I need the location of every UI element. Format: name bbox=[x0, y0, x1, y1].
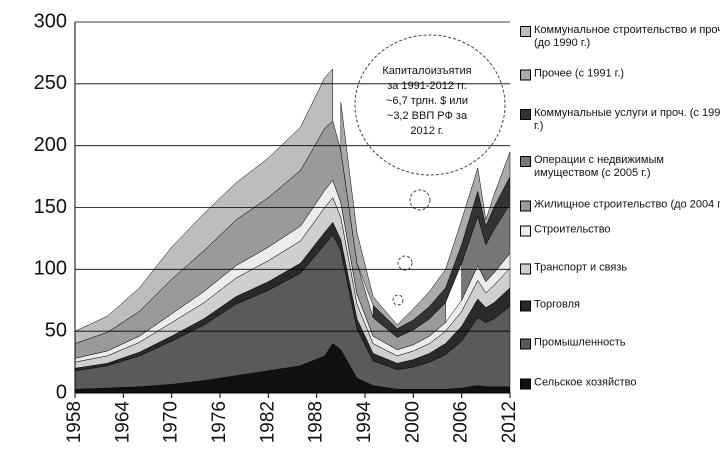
cloud bbox=[354, 34, 506, 306]
x-tick-label: 1976 bbox=[209, 401, 230, 443]
x-tick-label: 2000 bbox=[402, 401, 423, 443]
y-tick-label: 100 bbox=[34, 258, 67, 280]
legend-swatch bbox=[520, 200, 531, 212]
y-tick-label: 0 bbox=[56, 381, 67, 403]
legend-item: Жилищное строительство (до 2004 г.) bbox=[520, 199, 720, 212]
annotation-line: Капиталоизъятия bbox=[382, 65, 472, 77]
legend-swatch bbox=[520, 300, 531, 312]
x-tick-label: 1958 bbox=[64, 401, 85, 443]
area bbox=[74, 68, 334, 344]
plot bbox=[74, 68, 511, 394]
legend-item: Промышленность bbox=[520, 337, 720, 350]
legend-label: Коммунальное строительство и проч. (до 1… bbox=[534, 24, 720, 49]
legend-label: Строительство bbox=[534, 223, 611, 236]
legend-item: Коммунальные услуги и проч. (с 1995 г.) bbox=[520, 107, 720, 133]
y-tick-label: 50 bbox=[45, 319, 67, 341]
legend-item: Операции с недвижимым имуществом (с 2005… bbox=[520, 154, 720, 180]
legend-label: Операции с недвижимым имуществом (с 2005… bbox=[534, 154, 664, 179]
legend-label: Промышленность bbox=[534, 336, 626, 349]
legend-label: Прочее (с 1991 г.) bbox=[534, 67, 625, 80]
x-tick-label: 1988 bbox=[306, 401, 327, 443]
x-tick-label: 1964 bbox=[112, 401, 133, 444]
x-tick-label: 1994 bbox=[354, 401, 375, 444]
legend-item: Сельское хозяйство bbox=[520, 377, 720, 390]
legend-label: Транспорт и связь bbox=[534, 261, 628, 274]
annotation-line: 2012 г. bbox=[410, 125, 444, 137]
cloud-body bbox=[354, 34, 506, 176]
legend-label: Коммунальные услуги и проч. (с 1995 г.) bbox=[534, 107, 720, 132]
legend-item: Строительство bbox=[520, 224, 720, 237]
x-tick-label: 2006 bbox=[451, 401, 472, 443]
annotation-line: за 1991-2012 гг. bbox=[387, 80, 467, 92]
legend-swatch bbox=[520, 26, 531, 37]
cloud-bubble bbox=[392, 294, 404, 306]
y-tick-label: 150 bbox=[34, 196, 67, 218]
annotation: Капиталоизъятия за 1991-2012 гг. ~6,7 трлн… bbox=[362, 64, 492, 139]
legend-item: Прочее (с 1991 г.) bbox=[520, 68, 720, 81]
legend-swatch bbox=[520, 263, 531, 275]
legend-item: Торговля bbox=[520, 299, 720, 312]
cloud-bubble bbox=[409, 189, 431, 211]
y-tick-label: 250 bbox=[34, 72, 67, 94]
area bbox=[340, 102, 511, 329]
legend-swatch bbox=[520, 378, 531, 390]
annotation-line: ~6,7 трлн. $ или bbox=[385, 95, 469, 107]
legend-item: Коммунальное строительство и проч. (до 1… bbox=[520, 24, 720, 50]
y-tick-label: 200 bbox=[34, 134, 67, 156]
legend-label: Сельское хозяйство bbox=[534, 376, 637, 389]
legend-swatch bbox=[520, 225, 531, 237]
legend-swatch bbox=[520, 69, 531, 81]
legend-swatch bbox=[520, 109, 531, 120]
y-tick-label: 300 bbox=[34, 10, 67, 32]
x-tick-label: 1970 bbox=[161, 401, 182, 443]
legend-swatch bbox=[520, 338, 531, 350]
annotation-line: ~3,2 ВВП РФ за bbox=[386, 110, 468, 122]
x-tick-label: 2012 bbox=[499, 401, 520, 443]
legend-swatch bbox=[520, 156, 531, 167]
legend-label: Жилищное строительство (до 2004 г.) bbox=[534, 198, 720, 211]
legend-item: Транспорт и связь bbox=[520, 262, 720, 275]
cloud-bubble bbox=[397, 255, 413, 271]
legend-label: Торговля bbox=[534, 298, 580, 311]
x-tick-label: 1982 bbox=[257, 401, 278, 443]
